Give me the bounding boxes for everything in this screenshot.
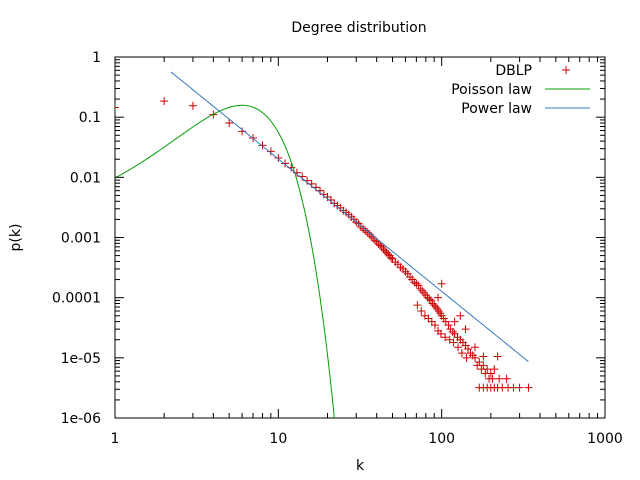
data-point [363,228,372,237]
data-point [266,147,275,156]
data-point [464,345,473,354]
legend-label: Poisson law [451,82,532,98]
data-point [437,279,446,288]
data-point [417,307,426,316]
data-point [477,365,486,374]
data-point [359,224,368,233]
chart-title: Degree distribution [291,20,426,36]
data-point [436,329,445,338]
data-point [430,321,439,330]
data-point [412,279,421,288]
data-point [281,159,290,168]
data-point [471,343,480,352]
data-point [188,101,197,110]
data-point [502,374,511,383]
data-point [524,383,533,392]
data-point [481,369,490,378]
data-point [427,317,436,326]
x-tick-label: 1 [111,431,120,447]
data-point [414,281,423,290]
legend-label: DBLP [495,63,532,79]
data-point [462,353,471,362]
poisson-law-line [115,104,335,418]
y-tick-label: 0.1 [79,110,101,126]
x-axis-label: k [356,458,365,474]
data-point [160,97,169,106]
data-point [420,288,429,297]
data-point [418,286,427,295]
data-point [225,118,234,127]
x-tick-label: 10 [269,431,287,447]
data-point [433,304,442,313]
data-point [115,103,119,112]
y-tick-label: 1e-05 [61,351,101,367]
data-point [434,293,443,302]
data-point [365,230,374,239]
data-point [515,383,524,392]
data-point [475,358,484,367]
y-tick-label: 0.001 [61,231,101,247]
y-tick-label: 1 [92,50,101,66]
data-point [449,338,458,347]
x-tick-label: 1000 [587,431,623,447]
data-point [416,284,425,293]
x-tick-label: 100 [428,431,455,447]
y-axis-label: p(k) [8,224,24,252]
y-tick-label: 0.01 [70,170,101,186]
data-point [461,325,470,334]
data-point [448,327,457,336]
data-point [450,317,459,326]
data-point [488,374,497,383]
data-point [274,153,283,162]
y-tick-label: 0.0001 [52,291,101,307]
data-point [444,321,453,330]
data-point [258,141,267,150]
data-point [410,278,419,287]
data-point [473,361,482,370]
data-point [413,301,422,310]
legend-label: Power law [461,101,532,117]
data-point [376,241,385,250]
data-point [456,311,465,320]
data-point [493,352,502,361]
legend-marker-dblp [562,66,570,74]
tick-layer: 1 10 100 1000 1 0.1 0.01 0.001 0.0001 1e-05 1e-06 [52,50,623,447]
data-point [425,295,434,304]
legend: DBLP Poisson law Power law [451,63,590,117]
power-law-line [170,71,529,363]
data-point [479,352,488,361]
y-tick-label: 1e-06 [61,411,101,427]
data-point [441,333,450,342]
data-point [490,365,499,374]
data-point [471,353,480,362]
data-point [361,226,370,235]
data-point [457,349,466,358]
data-point [454,343,463,352]
data-point [431,302,440,311]
series-layer [115,71,533,418]
data-point [387,253,396,262]
